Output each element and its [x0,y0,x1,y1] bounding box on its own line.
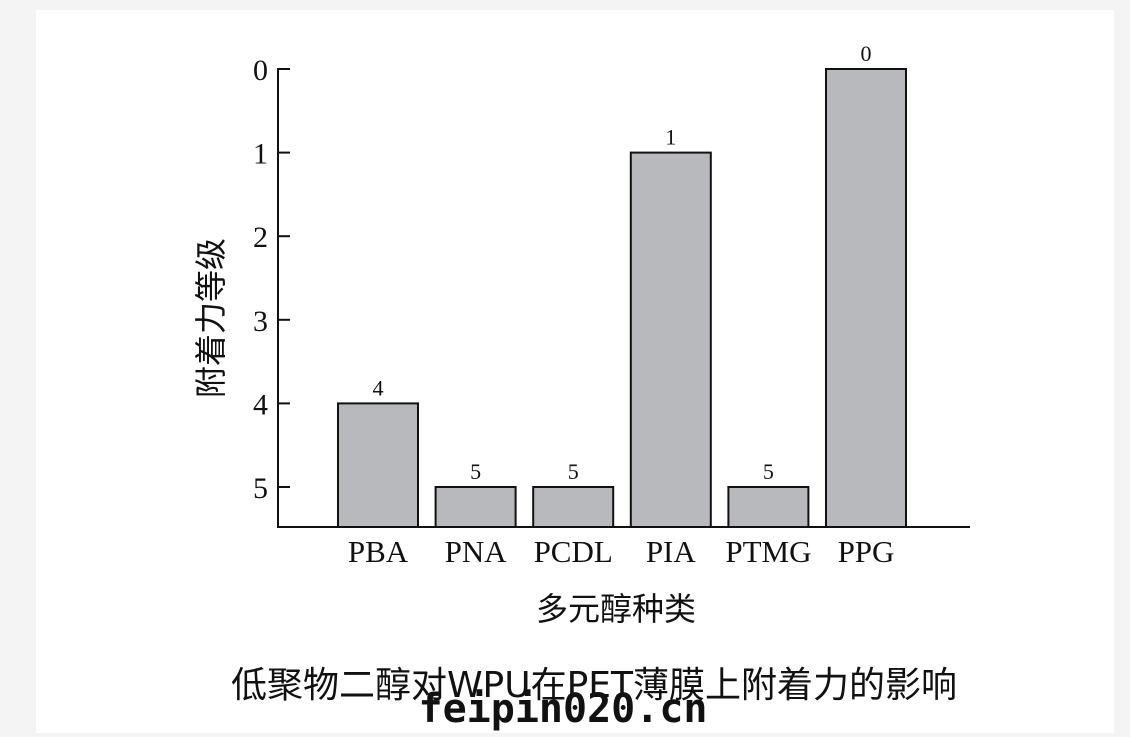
bar-pia [629,151,712,528]
x-category-label: PNA [445,534,508,569]
y-tick-label: 2 [253,221,268,254]
data-labels: 4 5 5 1 5 0 [373,41,872,484]
y-axis-title: 附着力等级 [192,238,230,398]
y-tick-label: 0 [253,54,268,87]
bar-ppg [825,68,907,528]
x-category-label: PIA [646,534,697,569]
bars [337,68,907,528]
bar-ptmg [727,486,810,528]
watermark-text: feipin020.cn [419,686,708,732]
bar-pba [337,402,419,528]
y-tick-label: 3 [253,305,268,338]
x-axis-title: 多元醇种类 [536,590,696,628]
bar-pna [434,486,517,528]
y-tick-label: 4 [253,388,268,421]
x-category-label: PCDL [534,534,613,569]
y-axis-ticks: 0 1 2 3 4 5 [253,54,290,505]
data-label: 1 [665,125,676,150]
x-category-label: PPG [838,534,895,569]
figure-caption: 低聚物二醇对WPU在PET薄膜上附着力的影响 [231,665,957,706]
data-label: 5 [470,459,481,484]
x-category-label: PTMG [725,534,811,569]
figure-card [36,10,1114,733]
x-category-label: PBA [348,534,409,569]
data-label: 5 [763,459,774,484]
y-tick-label: 5 [253,472,268,505]
data-label: 4 [373,375,384,400]
data-label: 5 [568,459,579,484]
data-label: 0 [861,41,872,66]
bar-pcdl [532,486,615,528]
x-axis-category-labels: PBA PNA PCDL PIA PTMG PPG [348,534,895,569]
y-tick-label: 1 [253,138,268,171]
